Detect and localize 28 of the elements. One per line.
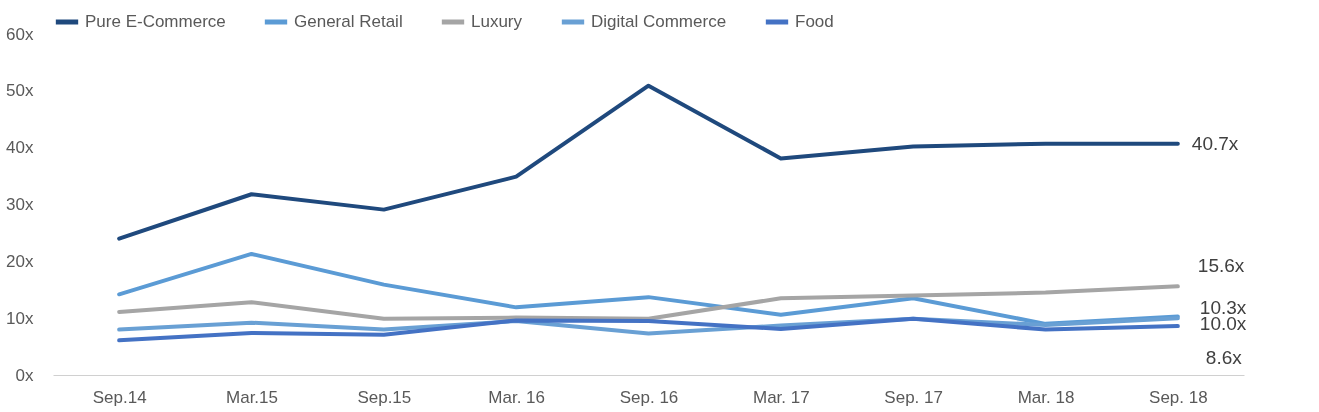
legend-label: Digital Commerce	[591, 12, 727, 31]
x-tick-label: Mar. 17	[752, 387, 810, 407]
legend-label: Pure E-Commerce	[85, 12, 226, 31]
line-series	[117, 316, 1180, 343]
annotation: 10.0x	[1199, 313, 1247, 335]
legend-label: General Retail	[294, 12, 403, 31]
annotation: 40.7x	[1191, 132, 1239, 154]
y-tick-label: 10x	[6, 308, 34, 328]
y-tick-label: 20x	[6, 251, 34, 271]
annotation: 15.6x	[1197, 255, 1245, 277]
x-tick-label: Mar. 16	[488, 387, 546, 407]
legend-label: Luxury	[471, 12, 523, 31]
x-tick-label: Sep. 17	[884, 387, 943, 407]
y-tick-label: 30x	[6, 195, 34, 214]
x-tick-label: Sep. 18	[1149, 387, 1208, 407]
line-series	[117, 83, 1180, 241]
x-tick-label: Sep. 16	[619, 387, 679, 407]
y-tick-label: 50x	[6, 81, 34, 101]
y-tick-label: 40x	[6, 138, 34, 158]
x-tick-label: Mar.15	[226, 387, 278, 407]
annotation: 8.6x	[1205, 347, 1243, 369]
x-tick-label: Mar. 18	[1017, 387, 1075, 407]
x-tick-label: Sep.14	[92, 387, 147, 407]
y-tick-label: 60x	[6, 24, 34, 44]
line-series	[117, 284, 1180, 321]
y-tick-label: 0x	[15, 365, 34, 385]
legend-label: Food	[795, 12, 834, 31]
x-tick-label: Sep.15	[357, 387, 412, 407]
